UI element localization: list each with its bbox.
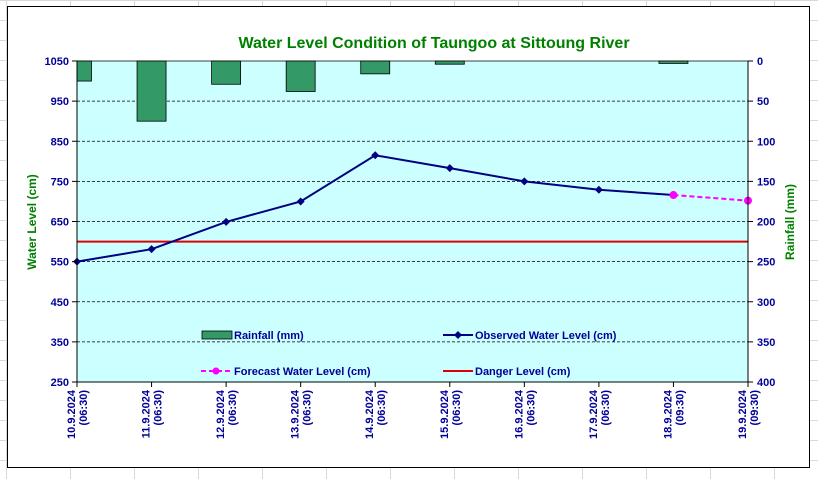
observed-point <box>445 164 454 173</box>
legend-rainfall-swatch <box>201 330 233 340</box>
legend-danger-label: Danger Level (cm) <box>475 366 571 378</box>
x-tick-label-line: (06:30) <box>376 390 388 426</box>
right-tick-label: 300 <box>757 297 775 309</box>
left-tick-label: 1050 <box>45 56 69 68</box>
x-tick-label-line: 12.9.2024 <box>215 389 227 439</box>
left-axis-label: Water Level (cm) <box>25 174 39 270</box>
x-tick-label: 15.9.2024(06:30) <box>439 389 463 439</box>
x-tick-label: 17.9.2024(06:30) <box>588 389 612 439</box>
x-tick-label: 11.9.2024(06:30) <box>141 389 165 438</box>
x-tick-label-line: 15.9.2024 <box>439 389 451 439</box>
x-tick-label: 19.9.2024(09:30) <box>737 389 761 439</box>
x-tick-label-line: 14.9.2024 <box>364 389 376 439</box>
x-tick-label-line: (06:30) <box>227 390 239 426</box>
right-tick-label: 150 <box>757 176 775 188</box>
x-tick-label: 16.9.2024(06:30) <box>513 389 537 439</box>
x-tick-label-line: (09:30) <box>674 390 686 426</box>
x-tick-label-line: (09:30) <box>749 390 761 426</box>
x-tick-label: 12.9.2024(06:30) <box>215 389 239 439</box>
x-tick-label-line: 16.9.2024 <box>513 389 525 439</box>
x-tick-label-line: (06:30) <box>451 390 463 426</box>
rainfall-bar <box>434 60 465 65</box>
x-tick-label-line: (06:30) <box>78 390 90 426</box>
legend-rainfall-label: Rainfall (mm) <box>234 330 304 342</box>
legend-observed-marker <box>454 331 462 339</box>
x-tick-label-line: (06:30) <box>525 390 537 426</box>
forecast-line <box>673 194 749 202</box>
observed-point <box>222 217 231 226</box>
right-tick-label: 350 <box>757 337 775 349</box>
gridlines <box>77 60 748 343</box>
rainfall-bar <box>211 60 242 85</box>
rainfall-bar <box>285 60 316 92</box>
left-tick-label: 550 <box>51 257 69 269</box>
right-axis-ticks: 0 50 100 150 200 250 300 350 400 <box>748 56 775 389</box>
rainfall-bars <box>76 60 689 122</box>
left-tick-label: 450 <box>51 297 69 309</box>
rainfall-bar <box>360 60 391 75</box>
x-tick-label: 18.9.2024(09:30) <box>662 389 686 439</box>
right-tick-label: 400 <box>757 377 775 389</box>
right-tick-label: 0 <box>757 56 763 68</box>
right-axis-label: Rainfall (mm) <box>783 184 797 260</box>
x-tick-label-line: 19.9.2024 <box>737 389 749 439</box>
observed-point <box>594 185 603 194</box>
left-axis-ticks: 250 350 450 550 650 750 850 950 1050 <box>45 56 77 389</box>
left-tick-label: 950 <box>51 96 69 108</box>
right-tick-label: 50 <box>757 96 769 108</box>
x-tick-label-line: (06:30) <box>153 390 165 426</box>
legend-forecast-label: Forecast Water Level (cm) <box>234 366 371 378</box>
rainfall-bar <box>76 60 92 82</box>
x-tick-label-line: 18.9.2024 <box>662 389 674 439</box>
right-tick-label: 100 <box>757 136 775 148</box>
observed-point <box>147 245 156 254</box>
x-axis-ticks: 10.9.2024(06:30) 11.9.2024(06:30) 12.9.202… <box>66 382 761 439</box>
x-tick-label-line: 17.9.2024 <box>588 389 600 439</box>
left-tick-label: 650 <box>51 217 69 229</box>
rainfall-bar <box>136 60 167 122</box>
legend-forecast-marker <box>212 367 220 375</box>
x-tick-label-line: 10.9.2024 <box>66 389 78 439</box>
legend-observed-label: Observed Water Level (cm) <box>475 330 617 342</box>
x-tick-label-line: 11.9.2024 <box>141 389 153 438</box>
chart-title: Water Level Condition of Taungoo at Sitt… <box>238 35 629 52</box>
x-tick-label-line: (06:30) <box>600 390 612 426</box>
observed-point <box>520 177 529 186</box>
x-tick-label: 10.9.2024(06:30) <box>66 389 90 439</box>
observed-series <box>73 151 678 266</box>
right-tick-label: 200 <box>757 217 775 229</box>
left-tick-label: 750 <box>51 176 69 188</box>
rainfall-bar <box>658 60 689 64</box>
left-tick-label: 350 <box>51 337 69 349</box>
observed-point <box>296 197 305 206</box>
x-tick-label: 14.9.2024(06:30) <box>364 389 388 439</box>
left-tick-label: 850 <box>51 136 69 148</box>
x-tick-label: 13.9.2024(06:30) <box>290 389 314 439</box>
forecast-point <box>669 191 678 200</box>
observed-point <box>371 151 380 160</box>
right-tick-label: 250 <box>757 257 775 269</box>
legend: Rainfall (mm) Observed Water Level (cm) … <box>201 330 617 378</box>
x-tick-label-line: (06:30) <box>302 390 314 426</box>
left-tick-label: 250 <box>51 377 69 389</box>
x-tick-label-line: 13.9.2024 <box>290 389 302 439</box>
